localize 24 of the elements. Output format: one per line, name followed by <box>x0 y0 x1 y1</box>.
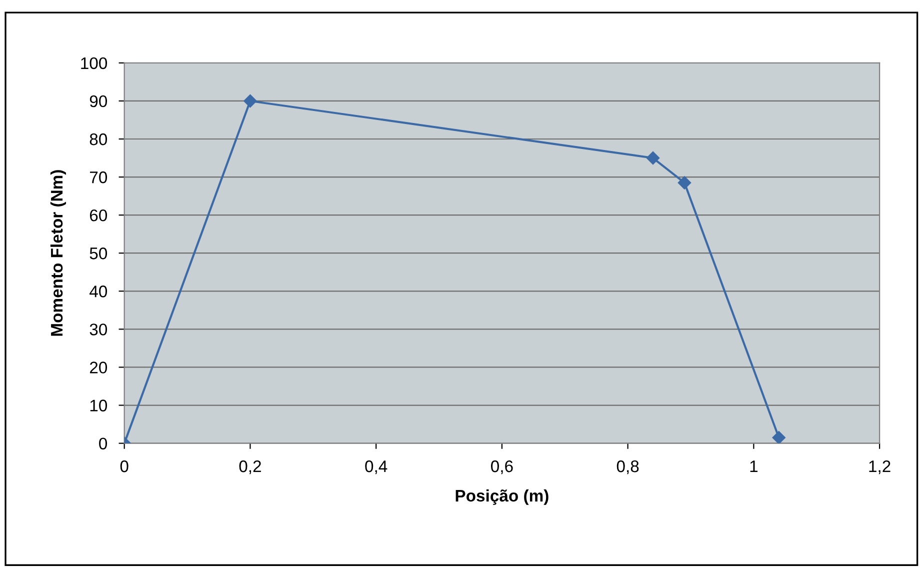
point <box>678 176 692 190</box>
y-axis-title: Momento Fletor (Nm) <box>50 170 66 336</box>
y-tick-label: 70 <box>90 171 108 184</box>
x-tick-label: 1 <box>750 460 758 472</box>
y-tick-label: 40 <box>90 286 108 298</box>
x-tick-label: 1,2 <box>869 460 890 474</box>
y-tick-label: 60 <box>90 209 108 222</box>
x-tick-label: 0,6 <box>491 460 513 474</box>
x-axis-title: Posição (m) <box>456 489 548 505</box>
point <box>244 94 257 108</box>
y-tick-label: 20 <box>90 362 108 374</box>
point <box>772 431 786 444</box>
y-tick-label: 0 <box>99 438 108 450</box>
y-tick-label: 100 <box>81 57 108 70</box>
x-tick-label: 0,2 <box>239 460 261 474</box>
y-tick-label: 80 <box>90 133 108 146</box>
x-tick-label: 0 <box>120 460 128 472</box>
y-tick-label: 50 <box>90 248 108 260</box>
y-tick-label: 30 <box>90 324 108 336</box>
point <box>646 151 660 165</box>
x-tick-label: 0,4 <box>365 460 388 474</box>
x-tick-label: 0,8 <box>616 460 639 474</box>
y-tick-label: 90 <box>90 95 108 108</box>
y-tick-label: 10 <box>90 400 108 412</box>
